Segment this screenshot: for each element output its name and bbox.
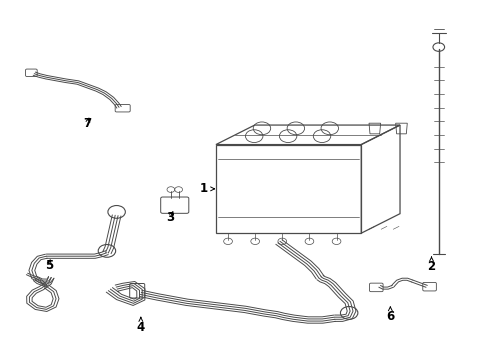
Text: 4: 4 xyxy=(137,318,145,334)
Text: 5: 5 xyxy=(45,258,53,271)
Text: 1: 1 xyxy=(200,183,215,195)
Text: 6: 6 xyxy=(386,307,394,323)
Text: 2: 2 xyxy=(427,257,436,273)
Text: 7: 7 xyxy=(83,117,92,130)
Text: 3: 3 xyxy=(166,211,174,224)
